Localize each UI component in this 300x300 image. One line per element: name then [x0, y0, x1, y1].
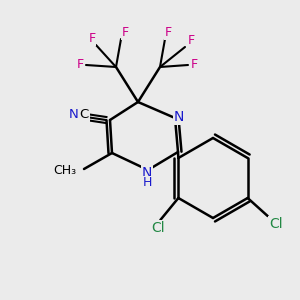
- Text: F: F: [76, 58, 84, 71]
- Text: N: N: [68, 108, 78, 121]
- Text: H: H: [142, 176, 152, 190]
- Text: F: F: [122, 26, 129, 40]
- Text: F: F: [88, 32, 96, 46]
- Text: Cl: Cl: [269, 217, 283, 231]
- Text: F: F: [190, 58, 198, 71]
- Text: C: C: [80, 108, 89, 121]
- Text: F: F: [164, 26, 172, 40]
- Text: N: N: [142, 166, 152, 180]
- Text: N: N: [174, 110, 184, 124]
- Text: F: F: [188, 34, 195, 47]
- Text: CH₃: CH₃: [53, 164, 76, 176]
- Text: Cl: Cl: [152, 221, 165, 235]
